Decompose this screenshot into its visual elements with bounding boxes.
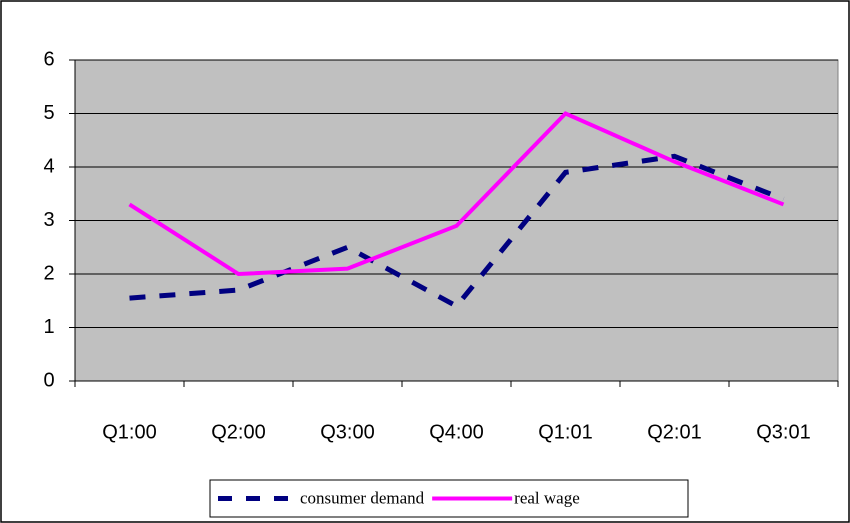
x-tick-label: Q2:01 xyxy=(647,421,701,443)
legend-label: real wage xyxy=(514,488,580,507)
legend-label: consumer demand xyxy=(300,488,425,507)
x-tick-label: Q1:00 xyxy=(102,421,156,443)
x-tick-label: Q4:00 xyxy=(429,421,483,443)
x-tick-label: Q3:01 xyxy=(756,421,810,443)
y-tick-label: 2 xyxy=(43,262,54,284)
y-tick-label: 3 xyxy=(43,209,54,231)
x-tick-label: Q2:00 xyxy=(211,421,265,443)
y-tick-label: 1 xyxy=(43,316,54,338)
series-line xyxy=(128,111,785,277)
y-tick-label: 0 xyxy=(43,369,54,391)
y-tick-label: 5 xyxy=(43,102,54,124)
x-tick-label: Q3:00 xyxy=(320,421,374,443)
x-tick-label: Q1:01 xyxy=(538,421,592,443)
y-tick-label: 4 xyxy=(43,155,54,177)
series-line xyxy=(129,153,785,310)
y-tick-label: 6 xyxy=(43,48,54,70)
